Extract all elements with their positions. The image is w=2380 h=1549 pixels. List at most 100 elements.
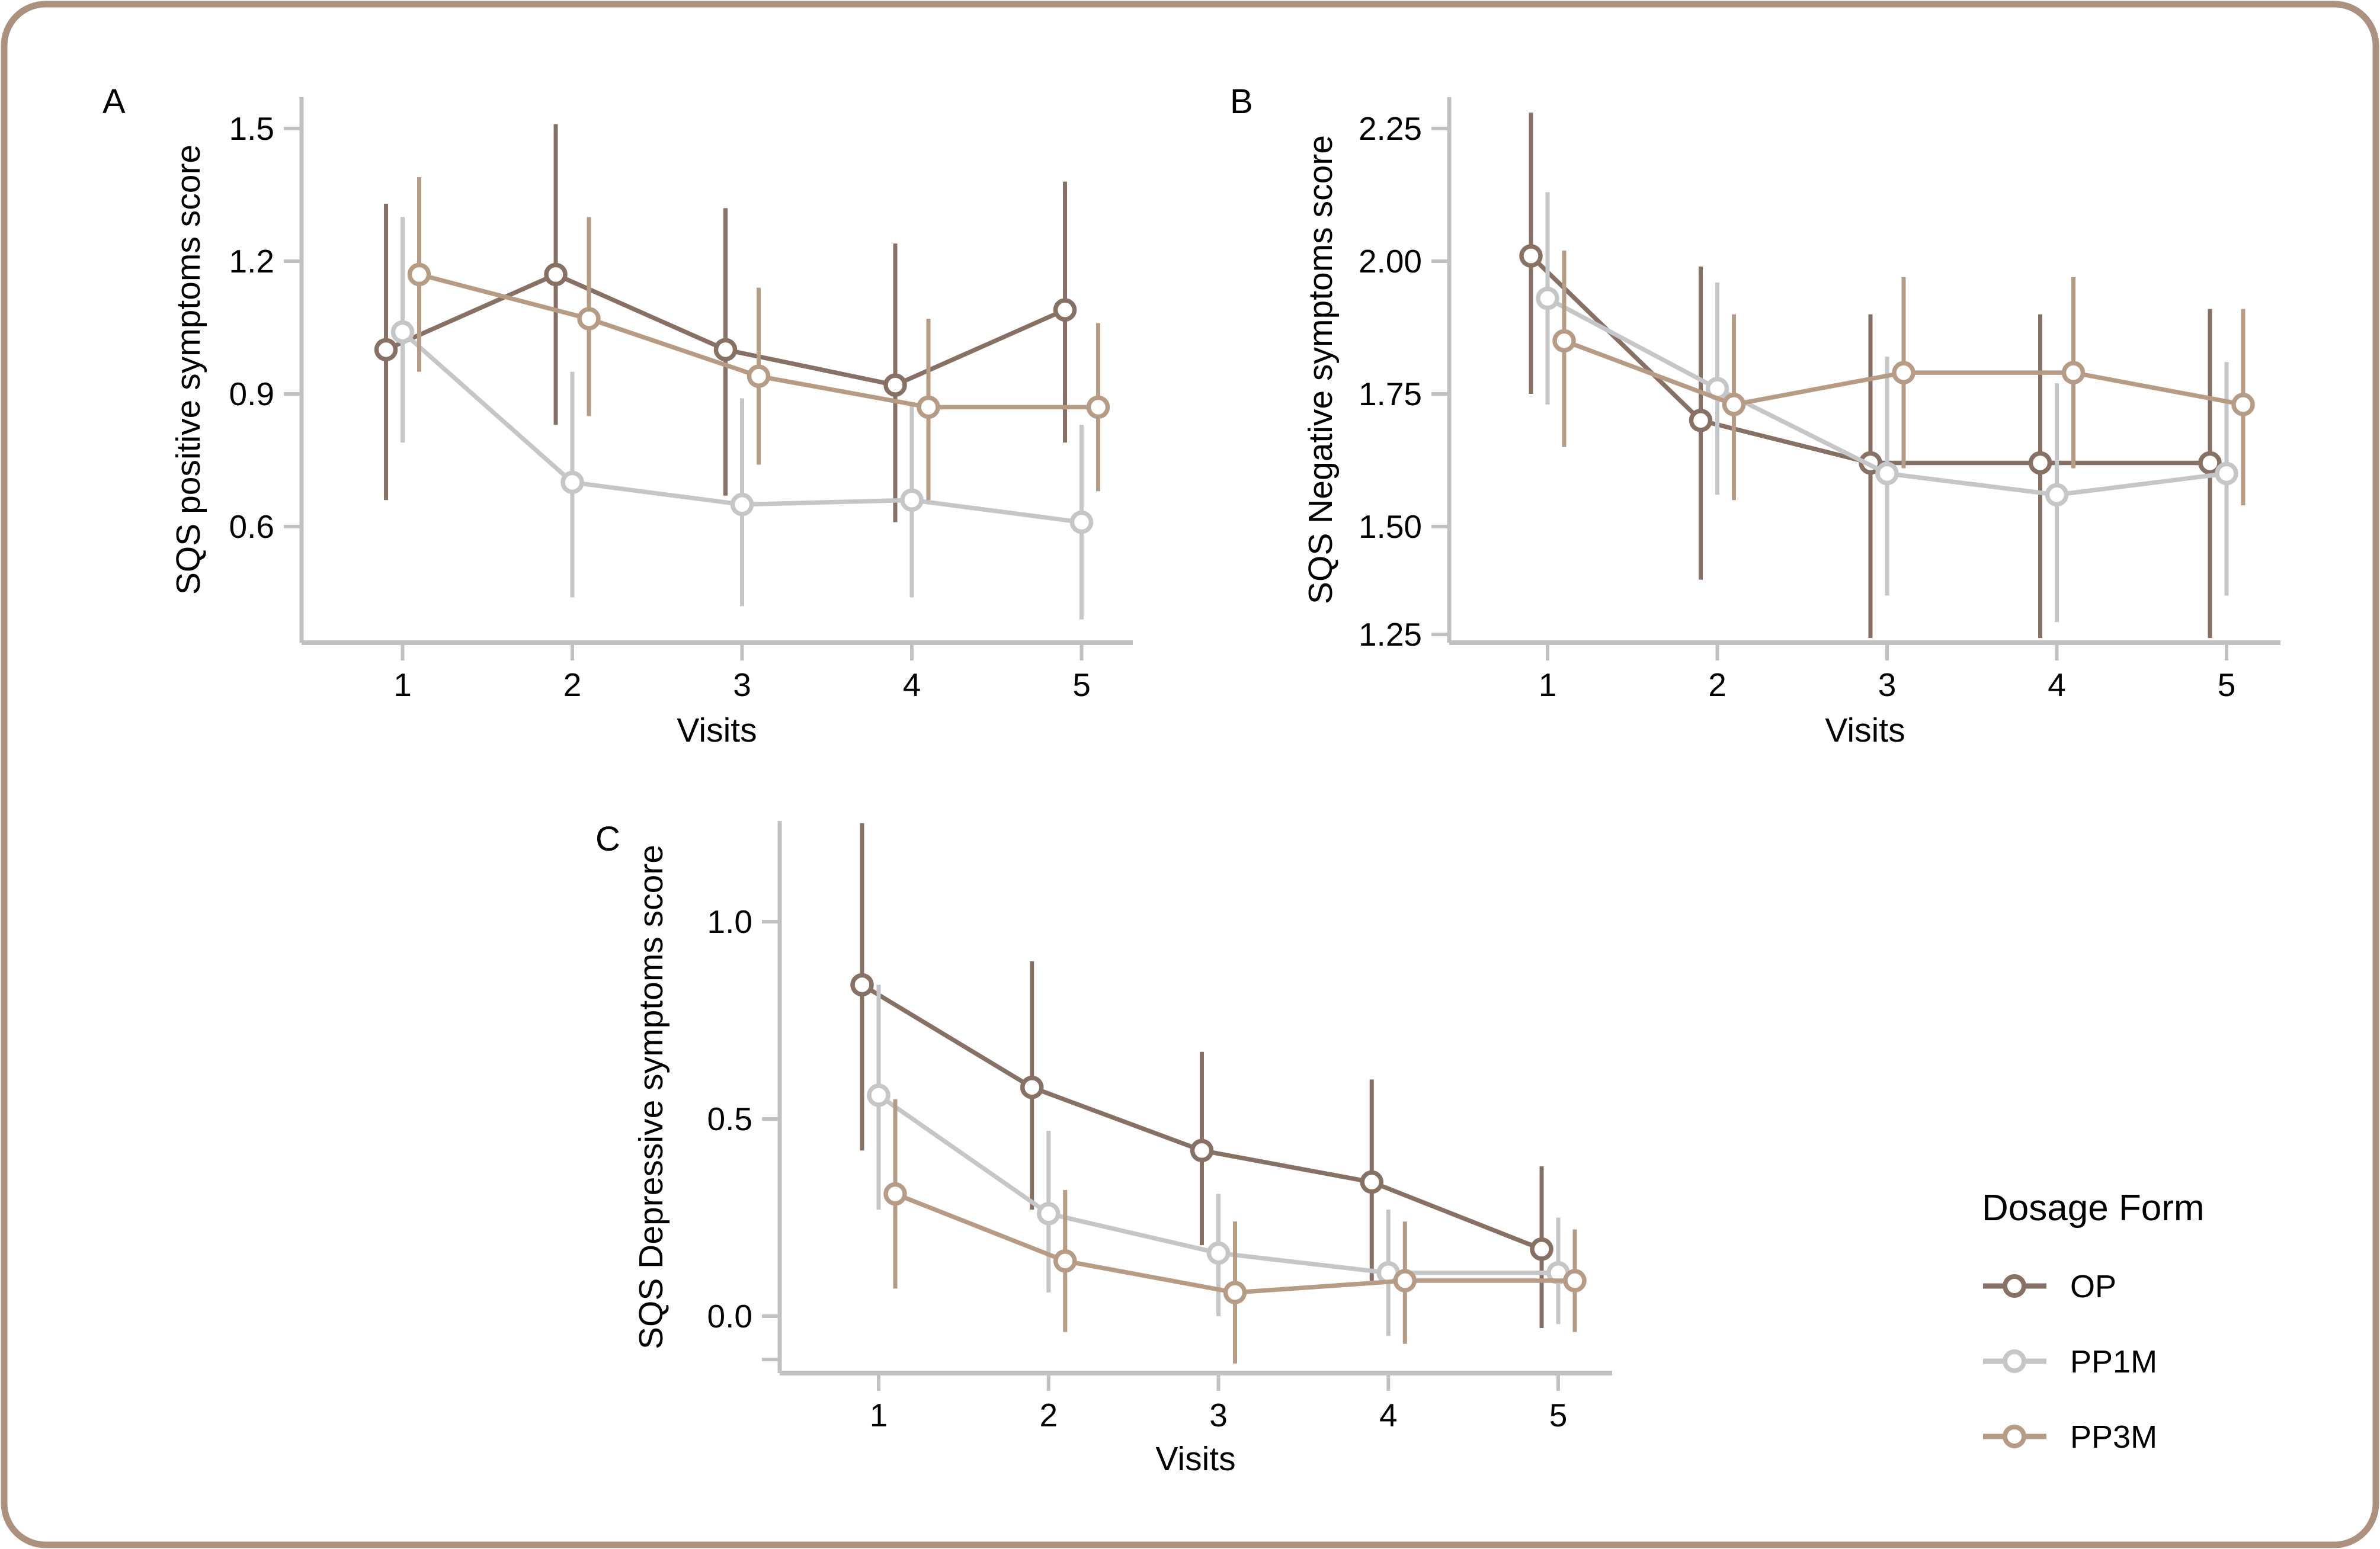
panel-a: A SQS positive symptoms score Visits 1.5…: [102, 82, 1133, 749]
data-point-marker: [2028, 451, 2052, 475]
legend: Dosage Form OP PP1M PP3M: [1982, 1188, 2205, 1455]
data-point-marker: [867, 1083, 891, 1107]
data-point-marker: [2231, 393, 2255, 416]
data-point-marker: [2061, 361, 2086, 384]
series-pp1m: [867, 984, 1570, 1336]
data-point-marker: [1536, 286, 1559, 310]
x-tick-label: 1: [870, 1397, 888, 1433]
y-tick-label: 0.5: [707, 1101, 752, 1137]
legend-marker-circle: [2003, 1274, 2026, 1298]
y-tick-label: 2.25: [1359, 110, 1422, 147]
x-tick-label: 5: [2218, 666, 2236, 703]
data-point-marker: [1086, 395, 1110, 419]
data-point-marker: [1875, 461, 1899, 486]
panel-b-label: B: [1230, 82, 1253, 121]
x-tick-label: 3: [1878, 666, 1897, 703]
panel-a-plot-area: 1.5 1.2 0.9 0.6 1 2 3 4 5: [229, 97, 1133, 703]
data-point-marker: [2198, 451, 2222, 475]
x-tick-label: 2: [1039, 1397, 1058, 1433]
y-tick-label: 0.6: [229, 508, 274, 545]
data-point-marker: [1552, 329, 1576, 353]
data-point-marker: [747, 364, 771, 388]
data-point-marker: [1892, 361, 1915, 384]
y-tick-label: 2.00: [1359, 243, 1422, 280]
x-tick-label: 4: [2048, 666, 2066, 703]
x-tick-label: 1: [1539, 666, 1557, 703]
data-point-marker: [1360, 1170, 1383, 1194]
series-pp1m: [390, 217, 1094, 620]
panel-a-y-axis-title: SQS positive symptoms score: [169, 145, 207, 595]
panel-b-x-axis-title: Visits: [1825, 711, 1905, 749]
data-point-marker: [1206, 1241, 1231, 1265]
data-point-marker: [850, 973, 874, 997]
legend-item-pp3m: PP3M: [1983, 1419, 2157, 1455]
series-pp1m: [1536, 192, 2238, 623]
series-pp3m: [883, 1099, 1587, 1364]
panel-c-x-axis-title: Visits: [1155, 1440, 1235, 1478]
legend-item-label: PP1M: [2070, 1344, 2157, 1380]
data-point-marker: [1530, 1237, 1553, 1261]
x-tick-label: 5: [1549, 1397, 1568, 1433]
data-point-marker: [577, 307, 601, 331]
panel-b-plot-area: 2.25 2.00 1.75 1.50 1.25 1 2 3 4 5: [1359, 97, 2280, 703]
series-op: [850, 823, 1553, 1328]
y-tick-label: 1.25: [1359, 616, 1422, 653]
x-tick-label: 3: [733, 666, 751, 703]
x-tick-label: 2: [563, 666, 582, 703]
legend-item-label: PP3M: [2070, 1419, 2157, 1455]
series-pp3m: [407, 177, 1110, 501]
y-tick-label: 0.0: [707, 1298, 752, 1335]
y-tick-label: 1.0: [707, 903, 752, 940]
x-tick-label: 1: [393, 666, 412, 703]
data-point-marker: [1689, 409, 1713, 432]
data-point-marker: [883, 1182, 907, 1206]
data-point-marker: [1053, 1249, 1077, 1273]
panel-c-plot-area: 1.0 0.5 0.0 1 2 3 4 5: [707, 821, 1612, 1433]
x-tick-label: 4: [903, 666, 921, 703]
data-point-marker: [1722, 393, 1746, 416]
data-point-marker: [407, 262, 431, 287]
legend-items: OP PP1M PP3M: [1983, 1269, 2157, 1455]
y-tick-label: 1.5: [229, 110, 274, 147]
series-op: [374, 124, 1077, 522]
panel-a-label: A: [102, 82, 126, 121]
legend-marker-circle: [2003, 1349, 2026, 1373]
data-point-marker: [1069, 510, 1094, 534]
y-tick-label: 1.50: [1359, 508, 1422, 545]
legend-item-op: OP: [1983, 1269, 2116, 1304]
legend-item-pp1m: PP1M: [1983, 1344, 2157, 1380]
x-tick-label: 4: [1379, 1397, 1398, 1433]
data-point-marker: [900, 488, 924, 512]
data-point-marker: [1393, 1269, 1417, 1293]
data-point-marker: [1223, 1281, 1247, 1304]
data-point-marker: [1190, 1139, 1214, 1163]
legend-title: Dosage Form: [1982, 1188, 2205, 1229]
data-point-marker: [374, 338, 398, 362]
panel-a-x-axis-title: Visits: [677, 711, 757, 749]
data-point-marker: [730, 492, 754, 517]
panel-b: B SQS Negative symptoms score Visits 2.2…: [1230, 82, 2280, 749]
data-point-marker: [1563, 1269, 1587, 1293]
legend-item-label: OP: [2070, 1269, 2116, 1304]
data-point-marker: [390, 320, 415, 344]
data-point-marker: [2215, 461, 2238, 486]
panel-c-y-axis-title: SQS Depressive symptoms score: [632, 845, 670, 1349]
y-tick-label: 1.75: [1359, 376, 1422, 412]
data-point-marker: [1519, 244, 1543, 268]
panel-c-label: C: [595, 820, 620, 858]
y-tick-label: 0.9: [229, 376, 274, 412]
x-tick-label: 3: [1209, 1397, 1228, 1433]
x-tick-label: 5: [1072, 666, 1091, 703]
data-point-marker: [544, 262, 568, 287]
data-point-marker: [2045, 483, 2069, 506]
data-point-marker: [560, 470, 584, 495]
x-tick-label: 2: [1708, 666, 1726, 703]
data-point-marker: [713, 338, 738, 362]
legend-marker-circle: [2003, 1425, 2026, 1448]
data-point-marker: [1053, 298, 1077, 322]
data-point-marker: [1020, 1075, 1044, 1099]
y-tick-label: 1.2: [229, 243, 274, 280]
